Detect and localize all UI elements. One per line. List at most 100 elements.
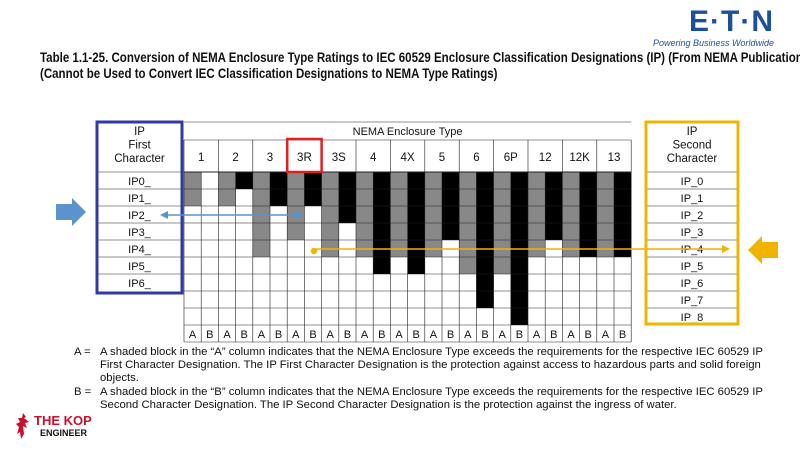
nema-type-2: 2 (232, 152, 238, 164)
nema-type-6P: 6P (504, 152, 518, 164)
first-char-ip1_: IP1_ (128, 193, 152, 205)
col-label-b: B (619, 329, 626, 341)
a-bar-12K (562, 172, 580, 257)
kop-engineer-watermark: THE KOP ENGINEER (14, 413, 92, 439)
col-label-b: B (275, 329, 282, 341)
first-char-ip0_: IP0_ (128, 176, 152, 188)
col-label-b: B (413, 329, 420, 341)
a-bar-4 (356, 172, 374, 257)
gold-link-head (722, 245, 730, 253)
right-header-line: IP (687, 126, 698, 138)
second-char-ip_7: IP_7 (681, 295, 704, 307)
logo-wordmark: E·T·N (689, 5, 774, 38)
col-label-b: B (481, 329, 488, 341)
nema-type-6: 6 (473, 152, 479, 164)
note-a-text: A shaded block in the “A” column indicat… (100, 346, 763, 384)
a-bar-3S (321, 172, 339, 257)
blue-arrow-icon (56, 198, 86, 226)
col-label-a: A (258, 329, 266, 341)
note-b: B = A shaded block in the “B” column ind… (74, 386, 784, 412)
left-header-line: IP (134, 126, 145, 138)
col-label-a: A (464, 329, 472, 341)
col-label-a: A (189, 329, 197, 341)
first-char-ip3_: IP3_ (128, 227, 152, 239)
eaton-logo: E·T·N Powering Business Worldwide (652, 5, 774, 49)
second-char-ip_5: IP_5 (681, 261, 704, 273)
col-label-b: B (206, 329, 213, 341)
right-gold-box (644, 120, 740, 326)
a-bar-5 (424, 172, 442, 257)
nema-type-3: 3 (267, 152, 273, 164)
left-header-line: Character (114, 153, 165, 165)
table-title: Table 1.1-25. Conversion of NEMA Enclosu… (40, 50, 800, 82)
col-label-a: A (292, 329, 300, 341)
col-label-b: B (241, 329, 248, 341)
nema-enclosure-type-header: NEMA Enclosure Type (353, 126, 463, 138)
second-char-ip_3: IP_3 (681, 227, 704, 239)
col-label-a: A (567, 329, 575, 341)
b-bar-2 (235, 172, 253, 189)
nema-type-3S: 3S (332, 152, 346, 164)
first-char-ip6_: IP6_ (128, 278, 152, 290)
watermark-line-2: ENGINEER (40, 428, 88, 438)
nema-type-5: 5 (439, 152, 445, 164)
blue-link-head-left (160, 211, 168, 219)
second-char-ip_0: IP_0 (681, 176, 704, 188)
col-label-a: A (533, 329, 541, 341)
left-blue-box (95, 120, 184, 295)
highlight-3r (285, 137, 323, 174)
col-label-a: A (361, 329, 369, 341)
col-label-a: A (223, 329, 231, 341)
logo-tagline: Powering Business Worldwide (652, 38, 774, 48)
second-char-ip_2: IP_2 (681, 210, 704, 222)
a-bar-13 (596, 172, 614, 257)
nema-type-4: 4 (370, 152, 377, 164)
note-b-key: B = (74, 386, 92, 398)
col-label-b: B (447, 329, 454, 341)
notes: A = A shaded block in the “A” column ind… (74, 346, 784, 413)
b-bar-12K (579, 172, 597, 257)
left-header-line: First (128, 140, 151, 152)
second-char-ip_1: IP_1 (681, 193, 704, 205)
gold-link-dot (310, 247, 318, 255)
title-line-1: Table 1.1-25. Conversion of NEMA Enclosu… (40, 50, 800, 65)
first-char-ip2_: IP2_ (128, 210, 152, 222)
col-label-a: A (327, 329, 335, 341)
a-bar-4X (390, 172, 408, 257)
title-line-2: (Cannot be Used to Convert IEC Classific… (40, 66, 498, 81)
col-label-a: A (499, 329, 507, 341)
first-char-ip5_: IP5_ (128, 261, 152, 273)
nema-type-1: 1 (198, 152, 204, 164)
nema-type-13: 13 (608, 152, 621, 164)
liverbird-icon (16, 413, 29, 439)
note-a-key: A = (74, 346, 91, 358)
right-header-line: Second (672, 140, 711, 152)
second-char-ip_6: IP_6 (681, 278, 704, 290)
blue-link-head-right (296, 211, 304, 219)
col-label-b: B (378, 329, 385, 341)
nema-type-12K: 12K (569, 152, 590, 164)
col-label-a: A (395, 329, 403, 341)
col-label-b: B (309, 329, 316, 341)
col-label-a: A (602, 329, 610, 341)
nema-type-3R: 3R (297, 152, 312, 164)
col-label-b: B (516, 329, 523, 341)
watermark-line-1: THE KOP (34, 413, 92, 428)
col-label-b: B (344, 329, 351, 341)
gold-arrow-icon (748, 236, 778, 264)
col-label-a: A (430, 329, 438, 341)
left-header-cell (96, 121, 183, 294)
col-label-b: B (585, 329, 592, 341)
right-header-line: Character (667, 153, 718, 165)
note-b-text: A shaded block in the “B” column indicat… (100, 386, 763, 411)
nema-type-4X: 4X (401, 152, 415, 164)
a-bar-12 (528, 172, 546, 257)
b-bar-3S (338, 172, 356, 223)
b-bar-13 (614, 172, 632, 257)
note-a: A = A shaded block in the “A” column ind… (74, 346, 784, 385)
first-char-ip4_: IP4_ (128, 244, 152, 256)
nema-type-12: 12 (539, 152, 552, 164)
col-label-b: B (550, 329, 557, 341)
second-char-ip_8: IP_8 (681, 312, 704, 324)
